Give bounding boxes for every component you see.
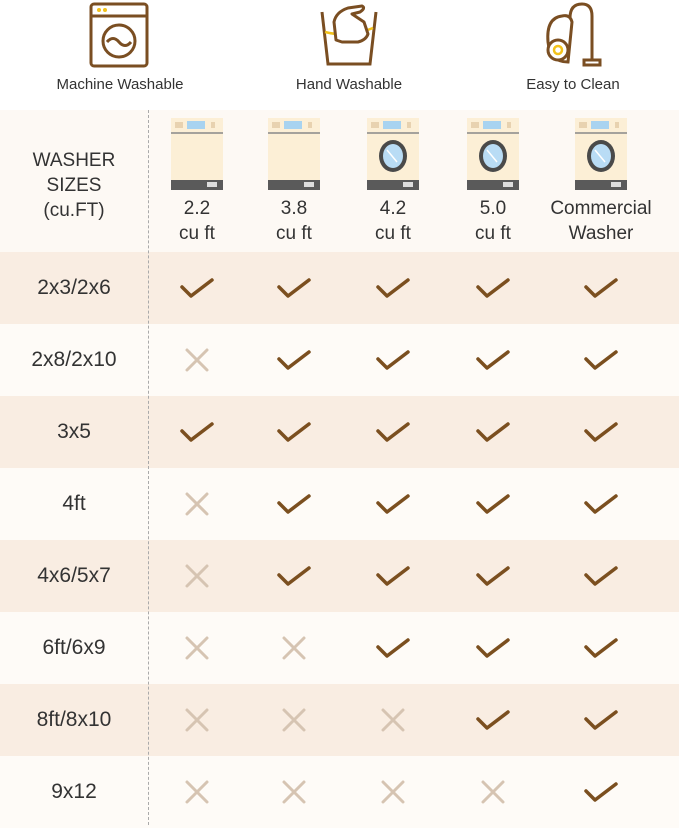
- washer-unit: cu ft: [375, 223, 411, 244]
- check-icon: [571, 756, 631, 828]
- washing-machine-icon: [89, 2, 149, 68]
- washer-column-header: Commercial Washer: [546, 118, 656, 246]
- check-icon: [463, 540, 523, 612]
- table-header: WASHER SIZES (cu.FT): [0, 110, 679, 252]
- feature-label: Easy to Clean: [526, 76, 620, 93]
- washer-icon: [467, 118, 519, 190]
- washer-column-header: 5.0 cu ft: [438, 118, 548, 246]
- check-icon: [463, 396, 523, 468]
- check-icon: [363, 324, 423, 396]
- washer-unit: cu ft: [475, 223, 511, 244]
- check-icon: [363, 468, 423, 540]
- washer-size: 2.2: [183, 198, 211, 219]
- check-icon: [463, 468, 523, 540]
- rug-size-label: 4ft: [62, 492, 86, 515]
- feature-easy-to-clean: Easy to Clean: [473, 0, 673, 93]
- cross-icon: [167, 612, 227, 684]
- rug-size-label: 2x8/2x10: [31, 348, 117, 371]
- column-divider: [148, 110, 149, 825]
- rug-size-label: 8ft/8x10: [36, 708, 112, 731]
- rug-size-label: 2x3/2x6: [37, 276, 111, 299]
- washer-column-header: 4.2 cu ft: [338, 118, 448, 246]
- cross-icon: [167, 468, 227, 540]
- check-icon: [571, 468, 631, 540]
- washer-unit: Washer: [568, 223, 634, 244]
- table-row: 4ft: [0, 468, 679, 540]
- rug-size-label: 6ft/6x9: [42, 636, 106, 659]
- washer-unit: cu ft: [276, 223, 312, 244]
- rug-size-label: 3x5: [57, 420, 91, 443]
- cross-icon: [264, 756, 324, 828]
- check-icon: [264, 468, 324, 540]
- washer-icon: [367, 118, 419, 190]
- washer-icon: [171, 118, 223, 190]
- rug-size-label: 9x12: [51, 780, 97, 803]
- check-icon: [363, 396, 423, 468]
- washer-size: Commercial: [550, 198, 652, 219]
- check-icon: [571, 684, 631, 756]
- feature-hand-washable: Hand Washable: [249, 0, 449, 93]
- header-line: WASHER: [32, 150, 116, 171]
- table-row: 4x6/5x7: [0, 540, 679, 612]
- check-icon: [571, 252, 631, 324]
- header-line: SIZES: [46, 175, 102, 196]
- cross-icon: [167, 540, 227, 612]
- table-row: 2x8/2x10: [0, 324, 679, 396]
- vacuum-cleaner-icon: [546, 2, 602, 67]
- check-icon: [167, 252, 227, 324]
- washer-icon: [268, 118, 320, 190]
- table-row: 2x3/2x6: [0, 252, 679, 324]
- cross-icon: [167, 756, 227, 828]
- cross-icon: [363, 684, 423, 756]
- washer-size: 3.8: [280, 198, 308, 219]
- check-icon: [264, 324, 324, 396]
- table-row: 9x12: [0, 756, 679, 828]
- feature-label: Machine Washable: [56, 76, 184, 93]
- washer-column-header: 2.2 cu ft: [142, 118, 252, 246]
- check-icon: [463, 324, 523, 396]
- hand-wash-icon: [320, 4, 378, 66]
- check-icon: [571, 540, 631, 612]
- cross-icon: [264, 684, 324, 756]
- cross-icon: [264, 612, 324, 684]
- check-icon: [264, 540, 324, 612]
- check-icon: [264, 396, 324, 468]
- cross-icon: [167, 324, 227, 396]
- check-icon: [463, 684, 523, 756]
- washer-icon: [575, 118, 627, 190]
- check-icon: [363, 540, 423, 612]
- check-icon: [363, 252, 423, 324]
- features-bar: Machine Washable Hand Washable Easy to C…: [0, 0, 679, 110]
- check-icon: [167, 396, 227, 468]
- check-icon: [463, 252, 523, 324]
- check-icon: [363, 612, 423, 684]
- cross-icon: [463, 756, 523, 828]
- feature-machine-washable: Machine Washable: [20, 0, 220, 93]
- washer-unit: cu ft: [179, 223, 215, 244]
- check-icon: [264, 252, 324, 324]
- table-row: 3x5: [0, 396, 679, 468]
- check-icon: [463, 612, 523, 684]
- washer-sizes-header: WASHER SIZES (cu.FT): [0, 148, 148, 223]
- check-icon: [571, 612, 631, 684]
- table-row: 8ft/8x10: [0, 684, 679, 756]
- table-row: 6ft/6x9: [0, 612, 679, 684]
- washer-size: 5.0: [479, 198, 507, 219]
- cross-icon: [167, 684, 227, 756]
- check-icon: [571, 324, 631, 396]
- washer-size: 4.2: [379, 198, 407, 219]
- header-line: (cu.FT): [43, 200, 105, 221]
- check-icon: [571, 396, 631, 468]
- feature-label: Hand Washable: [295, 76, 403, 93]
- washer-column-header: 3.8 cu ft: [239, 118, 349, 246]
- rug-size-label: 4x6/5x7: [37, 564, 111, 587]
- cross-icon: [363, 756, 423, 828]
